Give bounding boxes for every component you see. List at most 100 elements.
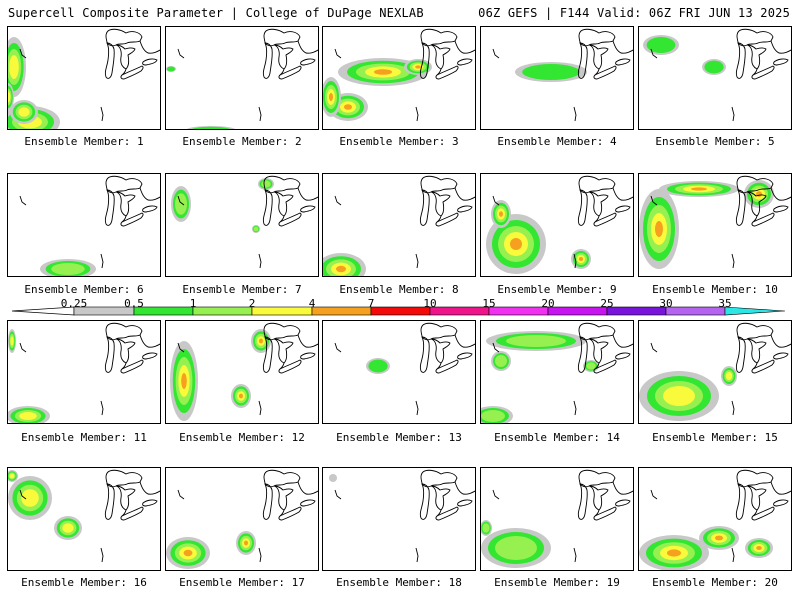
ensemble-member-map <box>7 26 161 130</box>
member-caption: Ensemble Member: 17 <box>179 576 305 589</box>
ensemble-member-map <box>165 467 319 571</box>
colorbar-segment <box>488 306 549 316</box>
scp-contour <box>18 107 30 117</box>
colorbar-segment <box>606 306 667 316</box>
ensemble-member-map <box>480 467 634 571</box>
scp-contour <box>691 187 707 191</box>
scp-contour <box>579 257 583 261</box>
scp-contour <box>167 66 175 72</box>
colorbar-tick-label: 7 <box>367 297 375 310</box>
scp-contour <box>667 549 681 557</box>
scp-contour <box>655 221 663 237</box>
member-caption: Ensemble Member: 18 <box>336 576 462 589</box>
ensemble-member-map <box>165 173 319 277</box>
colorbar-segment <box>251 306 313 316</box>
colorbar-segment <box>192 306 253 316</box>
colorbar-tick-label: 2 <box>248 297 256 310</box>
member-caption: Ensemble Member: 13 <box>336 431 462 444</box>
colorbar-segment <box>429 306 490 316</box>
colorbar-segment <box>311 306 372 316</box>
scp-contour <box>495 536 537 560</box>
colorbar-tick-label: 0.5 <box>124 297 144 310</box>
great-lakes-outline <box>177 28 318 122</box>
ensemble-member-map <box>638 467 792 571</box>
color-scale-bar <box>11 306 786 316</box>
ensemble-member-map <box>7 320 161 424</box>
colorbar-tick-label: 35 <box>718 297 732 310</box>
ensemble-member-map <box>638 320 792 424</box>
scp-contour <box>8 91 11 103</box>
scp-contour <box>374 69 392 75</box>
member-caption: Ensemble Member: 20 <box>652 576 778 589</box>
member-caption: Ensemble Member: 11 <box>21 431 147 444</box>
scp-field-map <box>639 175 791 269</box>
scp-contour <box>499 211 503 217</box>
ensemble-member-map <box>7 467 161 571</box>
member-caption: Ensemble Member: 15 <box>652 431 778 444</box>
member-caption: Ensemble Member: 2 <box>182 135 302 148</box>
scp-contour <box>329 474 337 482</box>
member-caption: Ensemble Member: 16 <box>21 576 147 589</box>
ensemble-member-map <box>322 467 476 571</box>
scp-contour <box>175 193 187 215</box>
page-title: Supercell Composite Parameter | College … <box>8 6 424 20</box>
scp-field-map <box>492 28 633 122</box>
member-caption: Ensemble Member: 19 <box>494 576 620 589</box>
scp-field-map <box>8 469 160 563</box>
scp-contour <box>192 126 230 129</box>
colorbar-tick-label: 20 <box>541 297 555 310</box>
scp-field-map <box>329 469 475 563</box>
scp-field-map <box>19 175 160 276</box>
colorbar-tick-label: 15 <box>482 297 496 310</box>
run-valid-time: 06Z GEFS | F144 Valid: 06Z FRI JUN 13 20… <box>478 6 790 20</box>
ensemble-member-map <box>480 26 634 130</box>
ensemble-member-map <box>638 26 792 130</box>
scp-contour <box>9 55 19 79</box>
scp-contour <box>181 373 187 389</box>
scp-field-map <box>481 469 633 568</box>
scp-contour <box>663 386 695 406</box>
member-caption: Ensemble Member: 1 <box>24 135 144 148</box>
scp-field-map <box>171 175 318 269</box>
scp-contour <box>259 338 263 344</box>
colorbar-segment <box>370 306 431 316</box>
scp-contour <box>261 180 271 188</box>
scp-field-map <box>639 322 791 421</box>
scp-contour <box>646 37 676 53</box>
scp-contour <box>510 238 522 250</box>
scp-field-map <box>334 322 475 416</box>
colorbar-segment <box>547 306 608 316</box>
scp-field-map <box>8 28 160 129</box>
ensemble-member-map <box>322 320 476 424</box>
member-caption: Ensemble Member: 4 <box>497 135 617 148</box>
scp-field-map <box>8 322 160 423</box>
scp-field-map <box>486 175 633 274</box>
scp-contour <box>239 393 243 399</box>
scp-contour <box>415 65 421 69</box>
member-caption: Ensemble Member: 10 <box>652 283 778 296</box>
scp-contour <box>482 523 490 533</box>
ensemble-member-map <box>7 173 161 277</box>
scp-contour <box>336 265 346 273</box>
scp-contour <box>368 359 388 373</box>
scp-contour <box>715 535 723 541</box>
scp-contour <box>522 64 580 80</box>
great-lakes-outline <box>334 322 475 416</box>
scp-contour <box>21 489 39 507</box>
great-lakes-outline <box>19 322 160 416</box>
scp-contour <box>344 104 352 110</box>
member-caption: Ensemble Member: 3 <box>339 135 459 148</box>
scp-field-map <box>166 469 318 569</box>
ensemble-member-map <box>165 320 319 424</box>
scp-field-map <box>323 28 475 122</box>
scp-contour <box>481 410 505 422</box>
colorbar-tick-label: 10 <box>423 297 437 310</box>
scp-field-map <box>643 28 791 122</box>
scp-contour <box>51 263 85 275</box>
scp-field-map <box>481 322 633 423</box>
scp-contour <box>9 473 15 479</box>
scp-contour <box>329 93 333 101</box>
scp-contour <box>183 549 193 557</box>
member-caption: Ensemble Member: 6 <box>24 283 144 296</box>
colorbar-segment <box>665 306 726 316</box>
